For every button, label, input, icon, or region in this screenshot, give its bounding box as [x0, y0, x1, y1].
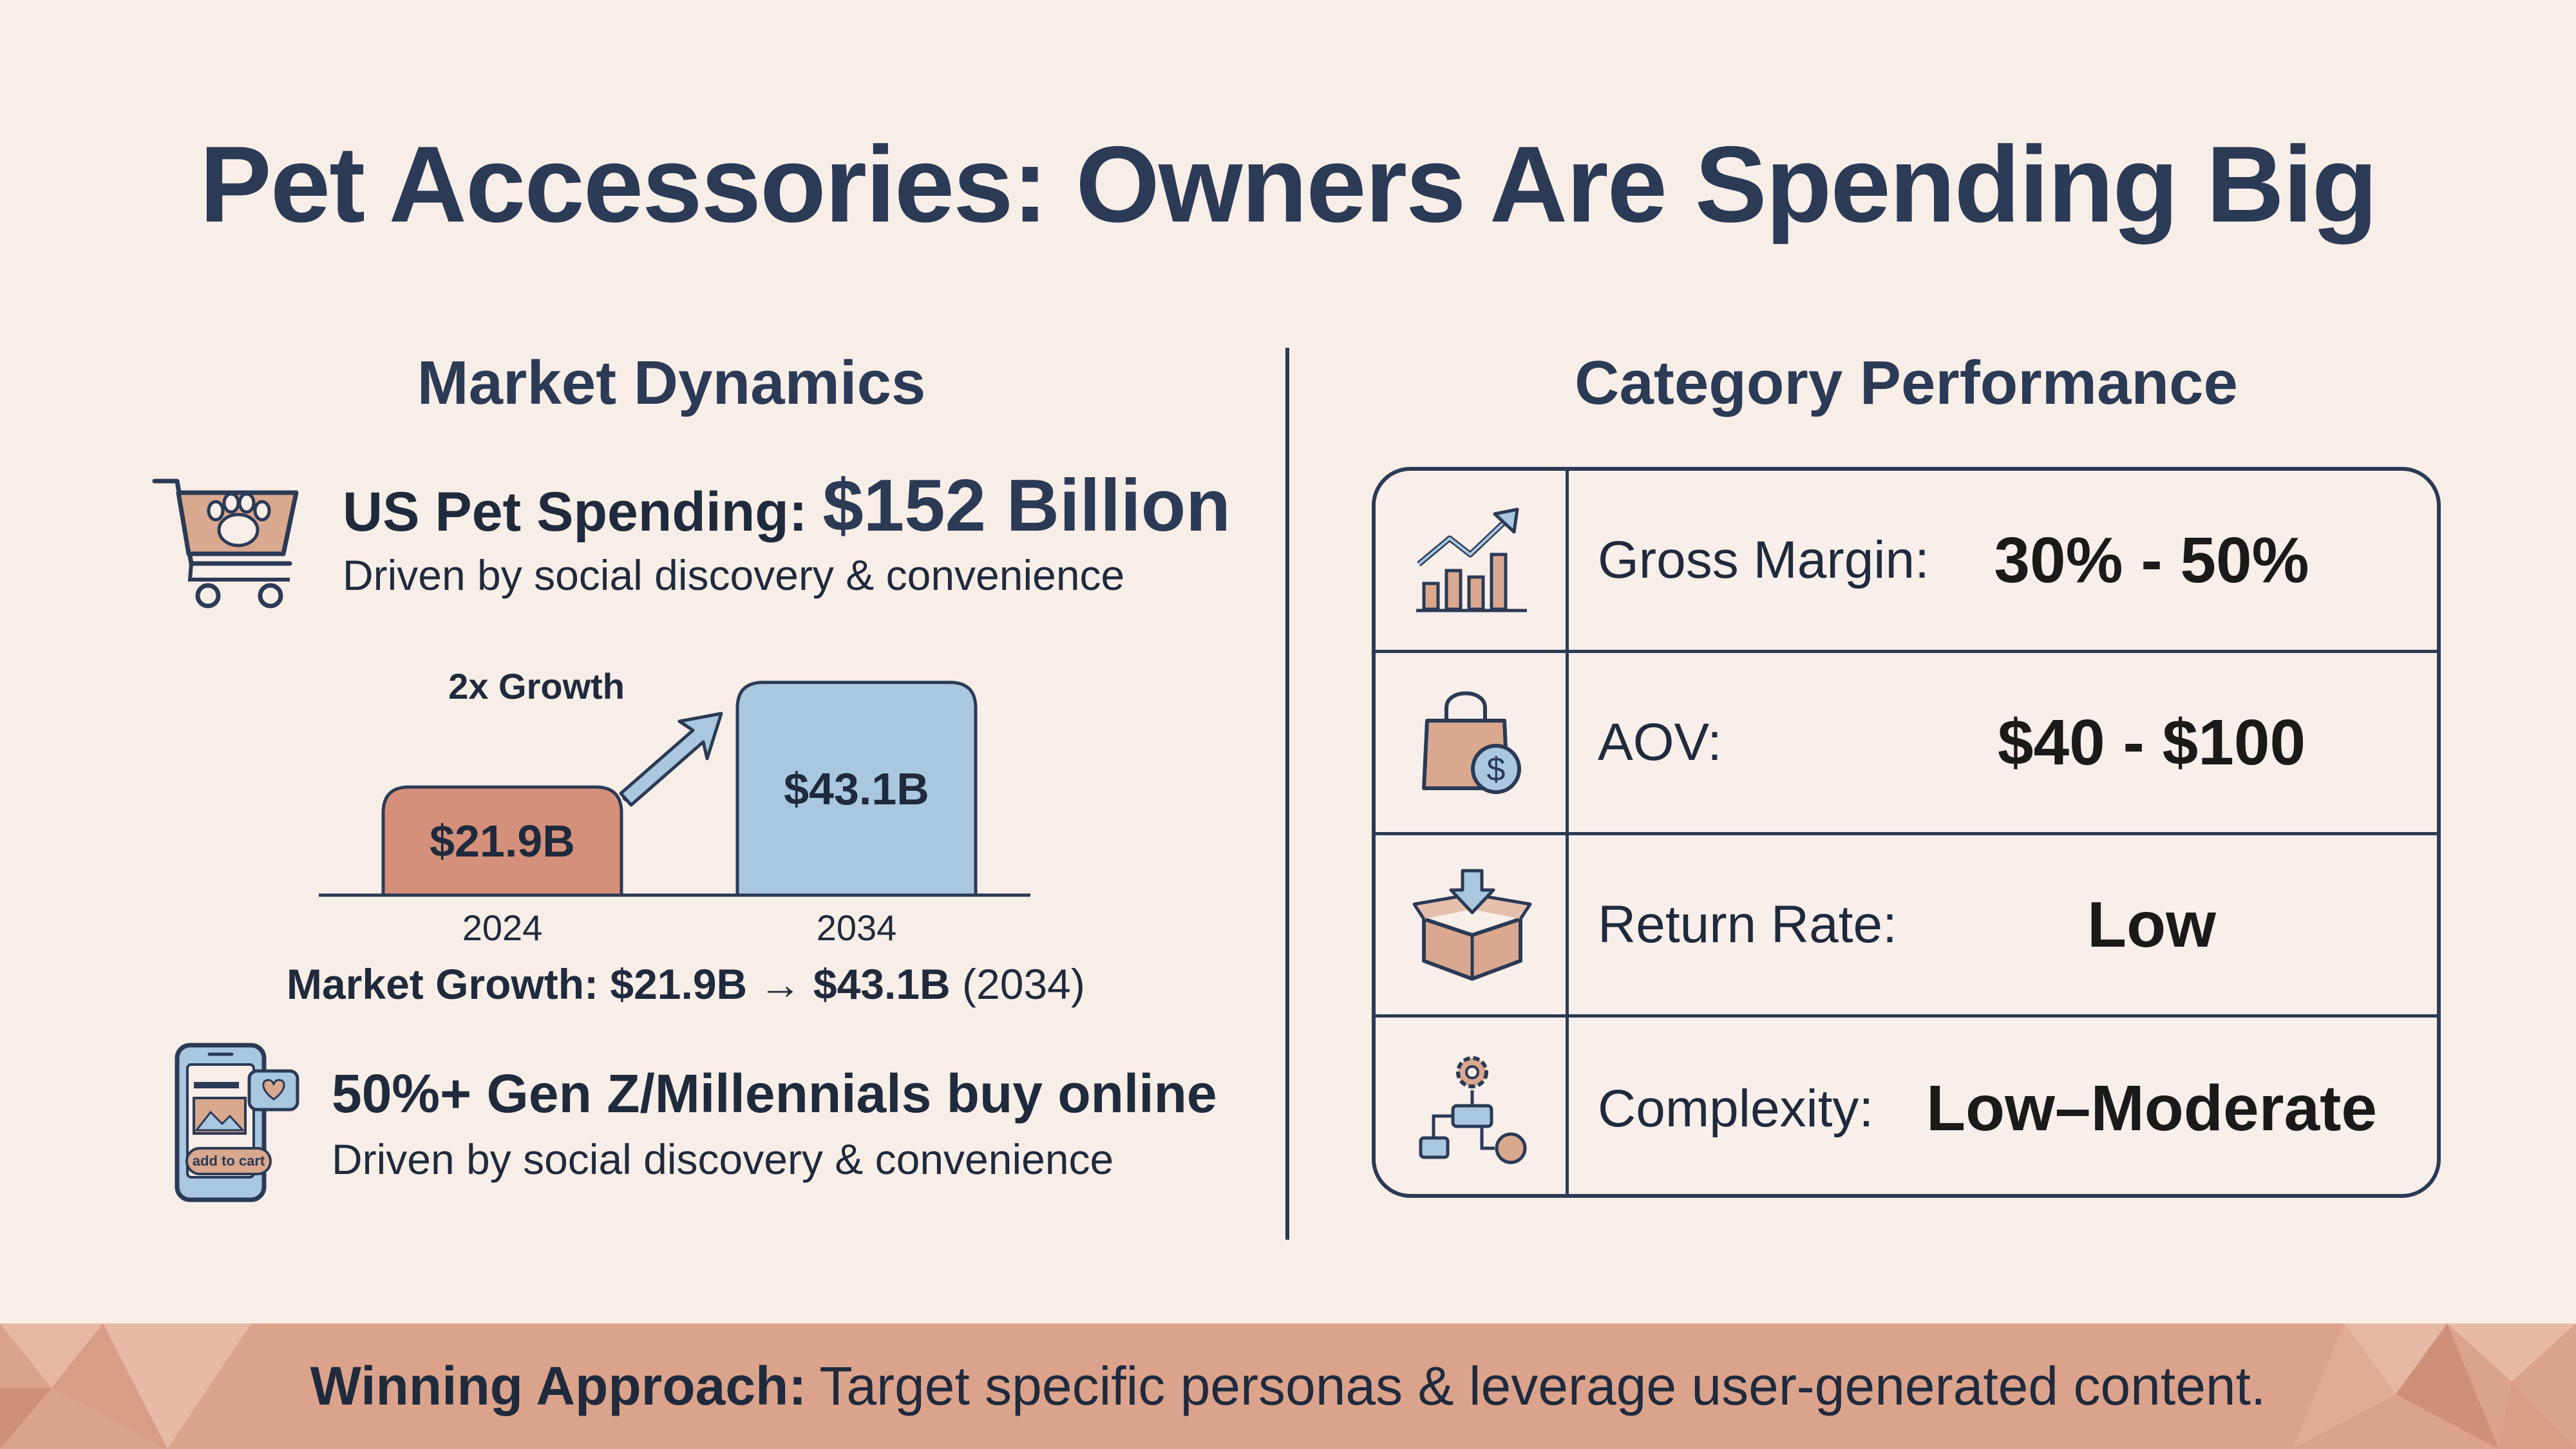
paw-cart-icon: [151, 473, 306, 618]
aov-label: AOV:: [1598, 713, 1722, 772]
row-icon-cell: $: [1376, 653, 1569, 832]
category-performance-table: Gross Margin: 30% - 50% $ AOV: $40 - $10…: [1372, 467, 2441, 1198]
shopping-bag-dollar-icon: $: [1422, 691, 1521, 794]
phone-shopping-icon: add to cart: [171, 1040, 312, 1211]
gross-margin-value: 30% - 50%: [1994, 524, 2309, 596]
bar-value-label: $21.9B: [430, 816, 575, 866]
chart-up-icon: [1416, 507, 1527, 612]
growth-annotation: 2x Growth: [448, 666, 625, 706]
row-icon-cell: [1376, 835, 1569, 1014]
bar-2024: [381, 785, 623, 897]
footer-decoration: [0, 1323, 2576, 1449]
svg-text:$: $: [1487, 751, 1506, 788]
gen-z-millennials-stat: 50%+ Gen Z/Millennials buy online: [332, 1063, 1217, 1124]
footer-message: Target specific personas & leverage user…: [819, 1356, 2266, 1416]
us-pet-spending: US Pet Spending: $152 Billion: [343, 464, 1231, 548]
gen-z-subtitle: Driven by social discovery & convenience: [332, 1135, 1114, 1183]
table-row: $ AOV: $40 - $100: [1376, 653, 2437, 835]
return-rate-value: Low: [2087, 888, 2216, 961]
growth-arrow-icon: [619, 712, 723, 807]
market-growth-bar-chart: 2x Growth $21.9B 2024 $43.1B 2034: [319, 666, 1030, 948]
box-arrow-icon: [1412, 869, 1532, 981]
row-icon-cell: [1376, 1018, 1569, 1194]
add-to-cart-label: add to cart: [193, 1153, 265, 1169]
return-rate-label: Return Rate:: [1598, 895, 1897, 954]
growth-caption-year: (2034): [962, 960, 1085, 1008]
bar-2034: [735, 681, 978, 897]
spending-value: $152 Billion: [822, 465, 1231, 547]
footer-bold-label: Winning Approach:: [310, 1356, 807, 1416]
table-row: Complexity: Low–Moderate: [1376, 1018, 2437, 1194]
category-performance-heading: Category Performance: [1575, 348, 2238, 417]
page-title: Pet Accessories: Owners Are Spending Big: [199, 124, 2378, 245]
column-divider: [1285, 348, 1289, 1240]
table-row: Gross Margin: 30% - 50%: [1376, 471, 2437, 653]
aov-value: $40 - $100: [1997, 706, 2306, 779]
x-tick-label: 2034: [817, 907, 897, 948]
workflow-gear-icon: [1419, 1056, 1527, 1164]
table-row: Return Rate: Low: [1376, 835, 2437, 1018]
market-growth-caption: Market Growth: $21.9B → $43.1B (2034): [287, 960, 1085, 1009]
complexity-label: Complexity:: [1598, 1079, 1874, 1138]
x-tick-label: 2024: [462, 907, 543, 948]
market-dynamics-heading: Market Dynamics: [417, 348, 926, 417]
bar-value-label: $43.1B: [784, 764, 929, 814]
growth-caption-bold: Market Growth: $21.9B → $43.1B: [287, 960, 951, 1008]
spending-subtitle: Driven by social discovery & convenience: [343, 551, 1125, 599]
gross-margin-label: Gross Margin:: [1598, 531, 1929, 589]
footer-banner: Winning Approach: Target specific person…: [0, 1323, 2576, 1449]
spending-label: US Pet Spending:: [343, 481, 808, 543]
complexity-value: Low–Moderate: [1926, 1072, 2378, 1144]
footer-text: Winning Approach: Target specific person…: [0, 1323, 2576, 1449]
row-icon-cell: [1376, 471, 1569, 650]
